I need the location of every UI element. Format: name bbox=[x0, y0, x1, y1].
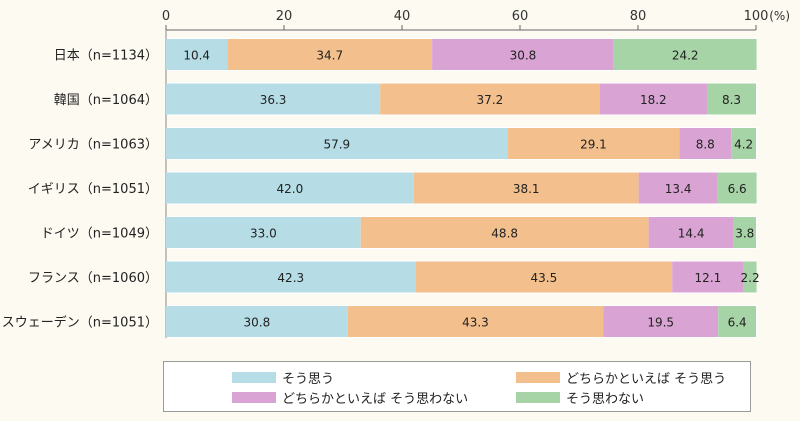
bar-segment bbox=[380, 83, 600, 115]
bar-segment bbox=[679, 128, 732, 159]
data-label: 37.2 bbox=[477, 93, 504, 107]
data-label: 19.5 bbox=[647, 316, 674, 330]
bar-segment bbox=[415, 261, 673, 293]
bar-segment bbox=[731, 128, 756, 159]
data-label: 3.8 bbox=[735, 227, 754, 241]
bar-segment bbox=[166, 172, 414, 204]
data-label: 30.8 bbox=[510, 49, 537, 63]
bar-segment bbox=[638, 172, 718, 204]
legend-swatch bbox=[516, 371, 560, 383]
data-label: 43.5 bbox=[531, 271, 558, 285]
x-tick-label: 0 bbox=[162, 9, 170, 24]
data-label: 43.3 bbox=[462, 316, 489, 330]
bar-segment bbox=[507, 128, 680, 159]
category-label: フランス（n=1060） bbox=[28, 271, 158, 286]
data-label: 42.3 bbox=[277, 271, 304, 285]
x-tick-label: 20 bbox=[276, 9, 293, 24]
legend-item: そう思う bbox=[232, 368, 335, 387]
data-label: 18.2 bbox=[640, 93, 667, 107]
stacked-bar-chart: 0 20 40 60 80 100 (%) 日本（n=1134） 10.4 34.7 30.8 24.… bbox=[2, 9, 790, 338]
data-label: 2.2 bbox=[741, 271, 760, 285]
legend-label: そう思う bbox=[282, 371, 335, 387]
x-tick-label: 40 bbox=[394, 9, 411, 24]
legend-label: どちらかといえば そう思う bbox=[566, 371, 727, 387]
data-label: 14.4 bbox=[678, 227, 705, 241]
bar-segment bbox=[166, 261, 416, 293]
data-label: 4.2 bbox=[734, 138, 753, 152]
bar-segment bbox=[733, 217, 756, 248]
bar-segment bbox=[707, 83, 756, 115]
bar-segment bbox=[432, 39, 614, 70]
x-tick-label: 80 bbox=[630, 9, 647, 24]
category-label: ドイツ（n=1049） bbox=[41, 227, 158, 242]
legend-swatch bbox=[516, 391, 560, 403]
bar-segment bbox=[166, 39, 228, 70]
category-label: 日本（n=1134） bbox=[54, 49, 158, 64]
data-label: 42.0 bbox=[277, 182, 304, 196]
bar-segment bbox=[166, 128, 508, 159]
legend-swatch bbox=[232, 371, 276, 383]
bar-segment bbox=[648, 217, 734, 248]
data-label: 30.8 bbox=[244, 316, 271, 330]
bar-segment bbox=[360, 217, 649, 248]
category-label: 韓国（n=1064） bbox=[54, 93, 158, 108]
data-label: 33.0 bbox=[250, 227, 277, 241]
data-label: 48.8 bbox=[491, 227, 518, 241]
legend-label: どちらかといえば そう思わない bbox=[282, 391, 469, 407]
data-label: 34.7 bbox=[316, 49, 343, 63]
bar-segment bbox=[717, 172, 757, 204]
data-label: 12.1 bbox=[695, 271, 722, 285]
bar-segment bbox=[718, 306, 756, 337]
legend-item: そう思わない bbox=[516, 388, 645, 407]
category-label: イギリス（n=1051） bbox=[28, 182, 158, 197]
bar-segment bbox=[743, 261, 757, 293]
bar-segment bbox=[166, 83, 381, 115]
data-label: 36.3 bbox=[260, 93, 287, 107]
legend-swatch bbox=[232, 391, 276, 403]
bar-segment bbox=[166, 306, 348, 337]
x-tick-label: 100 bbox=[744, 9, 769, 24]
category-label: アメリカ（n=1063） bbox=[28, 138, 158, 153]
x-tick-label: 60 bbox=[512, 9, 529, 24]
bar-segment bbox=[613, 39, 757, 70]
legend: そう思う どちらかといえば そう思う どちらかといえば そう思わない そう思わな… bbox=[163, 361, 751, 412]
legend-label: そう思わない bbox=[566, 391, 645, 407]
data-label: 29.1 bbox=[580, 138, 607, 152]
bar-segment bbox=[599, 83, 708, 115]
data-label: 8.8 bbox=[696, 138, 715, 152]
legend-item: どちらかといえば そう思わない bbox=[232, 388, 469, 407]
data-label: 57.9 bbox=[323, 138, 350, 152]
data-label: 24.2 bbox=[672, 49, 699, 63]
legend-item: どちらかといえば そう思う bbox=[516, 368, 727, 387]
bar-segment bbox=[603, 306, 719, 337]
bar-segment bbox=[166, 217, 361, 248]
data-label: 38.1 bbox=[513, 182, 540, 196]
category-label: スウェーデン（n=1051） bbox=[2, 315, 158, 331]
data-label: 8.3 bbox=[722, 93, 741, 107]
data-label: 10.4 bbox=[183, 49, 210, 63]
unit-label: (%) bbox=[769, 9, 790, 23]
bar-segment bbox=[672, 261, 744, 293]
data-label: 6.6 bbox=[728, 182, 747, 196]
data-label: 6.4 bbox=[728, 316, 747, 330]
bar-segment bbox=[227, 39, 433, 70]
data-label: 13.4 bbox=[665, 182, 692, 196]
bar-segment bbox=[413, 172, 639, 204]
bar-segment bbox=[347, 306, 604, 337]
